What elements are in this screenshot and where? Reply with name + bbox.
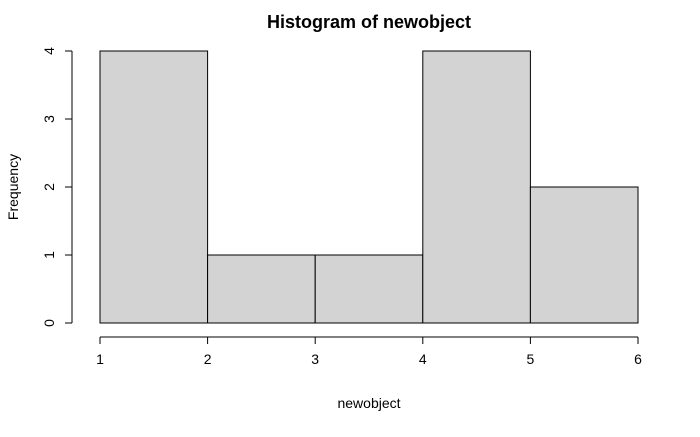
y-axis: 0 1 2 3 4 [41, 47, 73, 327]
y-tick-label: 4 [41, 47, 57, 55]
y-tick-label: 1 [41, 251, 57, 259]
x-axis: 1 2 3 4 5 6 [96, 336, 642, 367]
y-tick-label: 2 [41, 183, 57, 191]
x-tick-label: 2 [204, 351, 212, 367]
x-tick-label: 5 [527, 351, 535, 367]
histogram-bar-2 [207, 254, 316, 324]
chart-title: Histogram of newobject [267, 12, 471, 32]
x-tick-label: 1 [96, 351, 104, 367]
x-axis-label: newobject [337, 395, 400, 411]
x-tick-label: 6 [634, 351, 642, 367]
x-tick-label: 3 [311, 351, 319, 367]
x-tick-label: 4 [419, 351, 427, 367]
histogram-bar-4 [422, 50, 531, 324]
histogram-bar-3 [314, 254, 424, 324]
y-tick-label: 0 [41, 319, 57, 327]
histogram-bar-5 [529, 186, 639, 324]
histogram-bar-1 [99, 50, 209, 324]
y-axis-label: Frequency [5, 154, 21, 220]
bars-group [99, 50, 639, 324]
y-tick-label: 3 [41, 115, 57, 123]
